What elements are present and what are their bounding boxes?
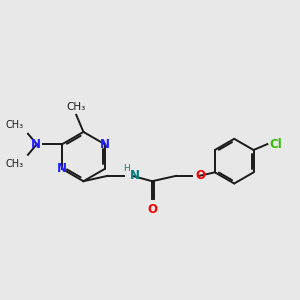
Text: N: N [129, 169, 140, 182]
Text: N: N [57, 162, 67, 176]
Text: Cl: Cl [269, 138, 282, 151]
Text: CH₃: CH₃ [6, 120, 24, 130]
Text: CH₃: CH₃ [6, 159, 24, 169]
Text: O: O [147, 203, 157, 216]
Text: O: O [196, 169, 206, 182]
Text: N: N [31, 138, 41, 151]
Text: H: H [123, 164, 130, 173]
Text: CH₃: CH₃ [67, 102, 86, 112]
Text: N: N [100, 138, 110, 151]
